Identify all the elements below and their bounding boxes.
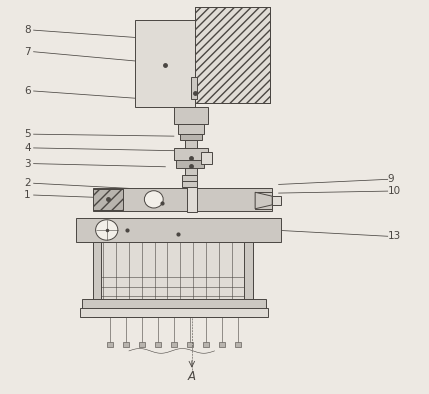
- Bar: [176, 160, 204, 167]
- Text: 13: 13: [388, 231, 401, 241]
- Bar: [201, 152, 211, 164]
- Bar: [219, 342, 225, 347]
- Bar: [182, 175, 197, 181]
- Bar: [187, 342, 193, 347]
- Text: 3: 3: [24, 159, 31, 169]
- Bar: [235, 342, 241, 347]
- Bar: [272, 196, 281, 205]
- Bar: [187, 187, 197, 212]
- Bar: [93, 242, 101, 299]
- Text: 7: 7: [24, 47, 31, 57]
- Text: 1: 1: [24, 190, 31, 200]
- Bar: [155, 342, 161, 347]
- Text: 2: 2: [24, 178, 31, 188]
- Bar: [180, 134, 202, 140]
- Circle shape: [145, 191, 163, 208]
- Text: 8: 8: [24, 25, 31, 35]
- Circle shape: [96, 220, 118, 240]
- Text: 4: 4: [24, 143, 31, 153]
- Polygon shape: [255, 192, 272, 209]
- Bar: [93, 189, 124, 210]
- Bar: [93, 189, 124, 210]
- Bar: [123, 342, 129, 347]
- Bar: [93, 188, 272, 211]
- Bar: [178, 125, 204, 134]
- Bar: [245, 242, 253, 299]
- Bar: [93, 242, 253, 299]
- Text: 6: 6: [24, 86, 31, 96]
- Bar: [182, 181, 197, 187]
- Bar: [203, 342, 209, 347]
- Bar: [80, 308, 268, 317]
- Bar: [107, 342, 113, 347]
- Bar: [76, 218, 281, 242]
- Text: 10: 10: [388, 186, 401, 196]
- Text: 9: 9: [388, 174, 394, 184]
- Bar: [255, 192, 272, 209]
- Bar: [136, 20, 195, 107]
- Bar: [191, 77, 197, 99]
- Bar: [82, 299, 266, 309]
- Text: 5: 5: [24, 129, 31, 139]
- Text: A: A: [188, 370, 196, 383]
- Bar: [195, 7, 270, 103]
- Bar: [139, 342, 145, 347]
- Bar: [174, 148, 208, 160]
- Bar: [195, 7, 270, 103]
- Bar: [184, 140, 197, 175]
- Bar: [174, 107, 208, 125]
- Bar: [171, 342, 177, 347]
- Bar: [93, 309, 253, 317]
